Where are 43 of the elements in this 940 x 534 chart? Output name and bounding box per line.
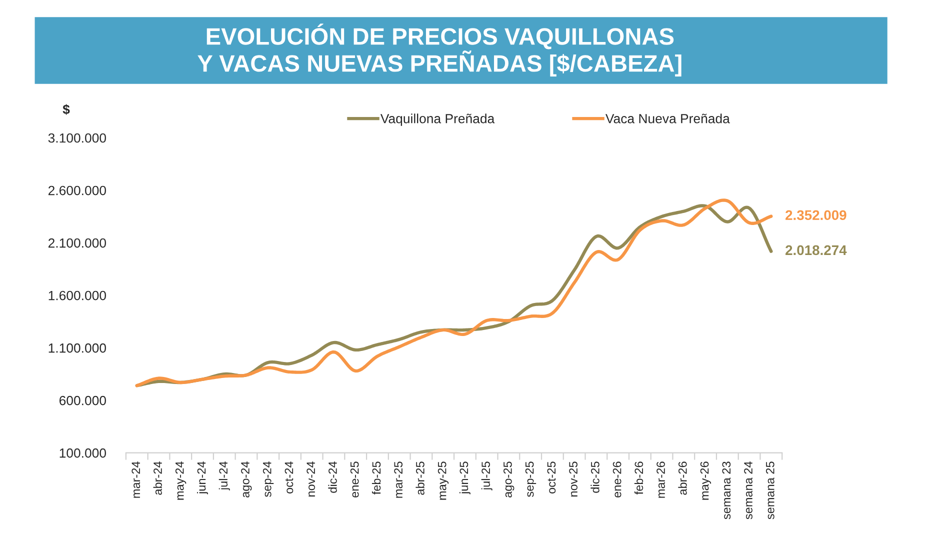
- x-tick-label: nov-25: [569, 462, 578, 496]
- x-tick-label: may-26: [700, 462, 712, 500]
- y-tick-label: 100.000: [60, 448, 106, 458]
- data-label: 2.352.009: [786, 210, 846, 220]
- x-tick-label: abr-24: [153, 462, 162, 495]
- x-tick-label: feb-25: [372, 462, 381, 494]
- x-tick-label: mar-26: [656, 462, 665, 498]
- x-tick-label: jun-25: [459, 462, 470, 494]
- x-tick-label: nov-24: [306, 462, 316, 496]
- y-axis-title: $: [62, 104, 70, 115]
- data-label: 2.018.274: [786, 245, 847, 256]
- x-tick-label: jul-24: [218, 462, 230, 490]
- y-tick-label: 2.600.000: [48, 186, 106, 196]
- x-tick-label: ago-25: [504, 462, 514, 498]
- legend-label: Vaca Nueva Preñada: [605, 114, 730, 124]
- x-tick-label: dic-25: [590, 462, 600, 493]
- x-tick-label: abr-26: [678, 462, 687, 495]
- y-tick-label: 3.100.000: [48, 133, 106, 143]
- x-tick-label: semana 24: [744, 462, 752, 520]
- y-tick-label: 1.600.000: [48, 290, 106, 300]
- x-tick-label: sep-25: [525, 462, 536, 497]
- x-tick-label: oct-25: [547, 462, 556, 494]
- x-tick-label: ene-25: [350, 462, 359, 498]
- x-tick-label: mar-25: [394, 462, 403, 498]
- x-tick-label: ene-26: [612, 462, 622, 498]
- x-tick-label: mar-24: [132, 462, 140, 498]
- x-tick-label: may-24: [175, 462, 186, 500]
- x-tick-label: sep-24: [262, 462, 274, 497]
- x-tick-label: semana 23: [722, 462, 731, 520]
- legend-label: Vaquillona Preñada: [380, 114, 495, 126]
- x-tick-label: jul-25: [481, 462, 492, 490]
- x-tick-label: dic-24: [328, 462, 337, 493]
- x-tick-label: abr-25: [416, 462, 424, 495]
- y-tick-label: 1.100.000: [48, 343, 106, 353]
- x-tick-label: semana 25: [766, 462, 774, 520]
- x-tick-label: oct-24: [284, 462, 294, 494]
- y-tick-label: 2.100.000: [48, 238, 106, 248]
- x-tick-label: jun-24: [197, 462, 208, 494]
- x-tick-label: ago-24: [241, 462, 252, 498]
- y-tick-label: 600.000: [59, 396, 106, 406]
- chart-title: EVOLUCIÓN DE PRECIOS VAQUILLONAS Y VACAS NUEVAS PREÑADAS [$/CABEZA]: [198, 24, 682, 76]
- x-tick-label: feb-26: [634, 462, 644, 494]
- x-tick-label: may-25: [438, 462, 449, 500]
